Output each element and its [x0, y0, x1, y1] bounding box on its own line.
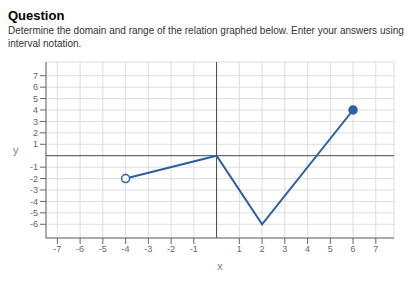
svg-text:1: 1	[33, 139, 38, 149]
svg-text:6: 6	[351, 244, 356, 254]
svg-text:y: y	[13, 144, 19, 156]
svg-text:3: 3	[282, 244, 287, 254]
svg-text:5: 5	[33, 94, 38, 104]
html-text:Question: Question	[8, 8, 65, 23]
svg-text:1: 1	[237, 244, 242, 254]
svg-text:-6: -6	[30, 219, 38, 229]
svg-text:-4: -4	[122, 244, 130, 254]
svg-text:-4: -4	[30, 197, 38, 207]
svg-text:2: 2	[260, 244, 265, 254]
svg-text:-1: -1	[30, 162, 38, 172]
svg-text:3: 3	[33, 117, 38, 127]
svg-text:5: 5	[328, 244, 333, 254]
svg-text:7: 7	[33, 71, 38, 81]
svg-text:-1: -1	[190, 244, 198, 254]
svg-text:7: 7	[373, 244, 378, 254]
svg-text:-5: -5	[30, 208, 38, 218]
svg-text:4: 4	[33, 105, 38, 115]
svg-text:x: x	[217, 260, 223, 272]
svg-text:2: 2	[33, 128, 38, 138]
svg-text:-3: -3	[30, 185, 38, 195]
svg-text:-2: -2	[167, 244, 175, 254]
svg-text:-5: -5	[99, 244, 107, 254]
html-text:Determine the domain and range: Determine the domain and range of the re…	[8, 25, 404, 49]
svg-text:4: 4	[305, 244, 310, 254]
svg-text:-6: -6	[76, 244, 84, 254]
svg-text:-7: -7	[53, 244, 61, 254]
svg-text:-2: -2	[30, 174, 38, 184]
svg-text:6: 6	[33, 82, 38, 92]
svg-text:-3: -3	[144, 244, 152, 254]
